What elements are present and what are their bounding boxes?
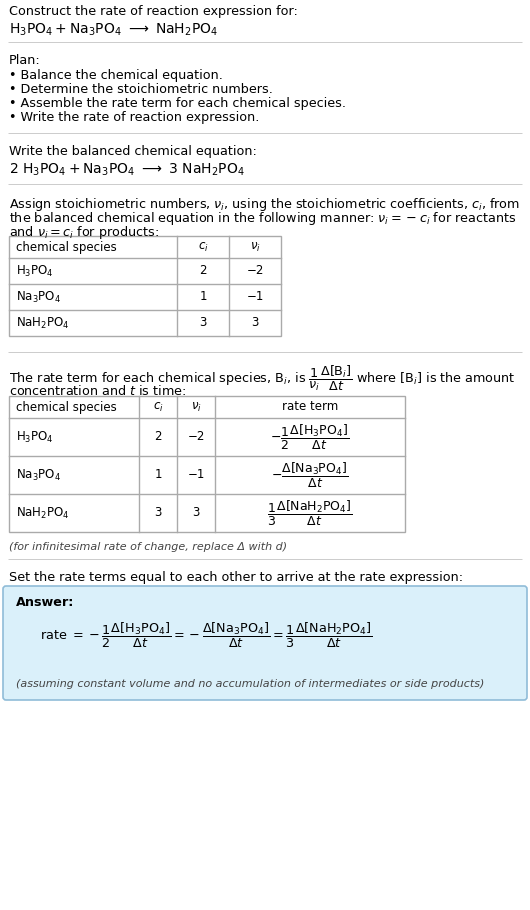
Text: (assuming constant volume and no accumulation of intermediates or side products): (assuming constant volume and no accumul… [16, 679, 484, 689]
FancyBboxPatch shape [3, 586, 527, 700]
Text: $\dfrac{1}{3}\dfrac{\Delta[\mathrm{NaH_2PO_4}]}{\Delta t}$: $\dfrac{1}{3}\dfrac{\Delta[\mathrm{NaH_2… [267, 499, 353, 528]
Text: rate term: rate term [282, 400, 338, 413]
Text: 2: 2 [199, 265, 207, 278]
Text: $\mathrm{2\ H_3PO_4 + Na_3PO_4 \ \longrightarrow \ 3\ NaH_2PO_4}$: $\mathrm{2\ H_3PO_4 + Na_3PO_4 \ \longri… [9, 162, 245, 178]
Text: • Determine the stoichiometric numbers.: • Determine the stoichiometric numbers. [9, 83, 273, 96]
Text: Answer:: Answer: [16, 596, 74, 609]
Text: and $\nu_i = c_i$ for products:: and $\nu_i = c_i$ for products: [9, 224, 159, 241]
Bar [9, 396, 405, 532]
Text: Assign stoichiometric numbers, $\nu_i$, using the stoichiometric coefficients, $: Assign stoichiometric numbers, $\nu_i$, … [9, 196, 520, 213]
Text: The rate term for each chemical species, B$_i$, is $\dfrac{1}{\nu_i}\dfrac{\Delt: The rate term for each chemical species,… [9, 364, 516, 393]
Text: chemical species: chemical species [16, 400, 117, 413]
Text: rate $= -\dfrac{1}{2}\dfrac{\Delta[\mathrm{H_3PO_4}]}{\Delta t} = -\dfrac{\Delta: rate $= -\dfrac{1}{2}\dfrac{\Delta[\math… [40, 621, 373, 650]
Text: 1: 1 [154, 469, 162, 481]
Text: $\mathrm{H_3PO_4}$: $\mathrm{H_3PO_4}$ [16, 264, 54, 278]
Text: 3: 3 [192, 507, 200, 520]
Text: Set the rate terms equal to each other to arrive at the rate expression:: Set the rate terms equal to each other t… [9, 571, 463, 584]
Text: • Balance the chemical equation.: • Balance the chemical equation. [9, 69, 223, 82]
Text: $c_i$: $c_i$ [198, 240, 208, 254]
Text: $\mathrm{NaH_2PO_4}$: $\mathrm{NaH_2PO_4}$ [16, 316, 70, 330]
Text: 3: 3 [154, 507, 162, 520]
Text: $-\dfrac{\Delta[\mathrm{Na_3PO_4}]}{\Delta t}$: $-\dfrac{\Delta[\mathrm{Na_3PO_4}]}{\Del… [271, 460, 349, 490]
Text: chemical species: chemical species [16, 240, 117, 254]
Text: −2: −2 [187, 430, 205, 443]
Text: −2: −2 [246, 265, 264, 278]
Text: 1: 1 [199, 290, 207, 304]
Text: $\mathrm{NaH_2PO_4}$: $\mathrm{NaH_2PO_4}$ [16, 505, 70, 521]
Text: −1: −1 [187, 469, 205, 481]
Text: 2: 2 [154, 430, 162, 443]
Text: $c_i$: $c_i$ [153, 400, 163, 413]
Text: concentration and $t$ is time:: concentration and $t$ is time: [9, 384, 187, 398]
Text: $\nu_i$: $\nu_i$ [250, 240, 260, 254]
Text: $\mathrm{Na_3PO_4}$: $\mathrm{Na_3PO_4}$ [16, 289, 61, 305]
Text: (for infinitesimal rate of change, replace Δ with d): (for infinitesimal rate of change, repla… [9, 542, 287, 552]
Text: Construct the rate of reaction expression for:: Construct the rate of reaction expressio… [9, 5, 298, 18]
Text: Plan:: Plan: [9, 54, 41, 67]
Text: 3: 3 [251, 317, 259, 329]
Text: • Write the rate of reaction expression.: • Write the rate of reaction expression. [9, 111, 259, 124]
Text: $\mathrm{Na_3PO_4}$: $\mathrm{Na_3PO_4}$ [16, 468, 61, 482]
Text: −1: −1 [246, 290, 264, 304]
Text: $\mathrm{H_3PO_4}$: $\mathrm{H_3PO_4}$ [16, 430, 54, 445]
Text: $-\dfrac{1}{2}\dfrac{\Delta[\mathrm{H_3PO_4}]}{\Delta t}$: $-\dfrac{1}{2}\dfrac{\Delta[\mathrm{H_3P… [270, 422, 350, 451]
Text: 3: 3 [199, 317, 207, 329]
Bar [9, 236, 281, 336]
Text: $\nu_i$: $\nu_i$ [191, 400, 201, 413]
Text: $\mathrm{H_3PO_4 + Na_3PO_4 \ \longrightarrow \ NaH_2PO_4}$: $\mathrm{H_3PO_4 + Na_3PO_4 \ \longright… [9, 22, 218, 38]
Text: the balanced chemical equation in the following manner: $\nu_i = -c_i$ for react: the balanced chemical equation in the fo… [9, 210, 516, 227]
Text: • Assemble the rate term for each chemical species.: • Assemble the rate term for each chemic… [9, 97, 346, 110]
Text: Write the balanced chemical equation:: Write the balanced chemical equation: [9, 145, 257, 158]
